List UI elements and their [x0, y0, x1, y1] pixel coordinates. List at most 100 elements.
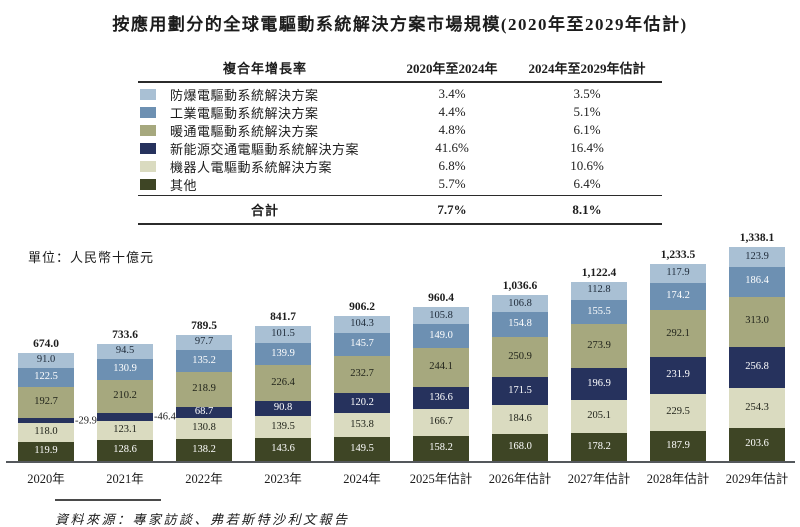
segment-value-label: 244.1 [429, 361, 453, 373]
segment-value-label: 94.5 [115, 345, 135, 357]
x-axis-slot: 2021年 [97, 468, 153, 487]
bar-segment: 130.9 [97, 358, 153, 380]
bar-segment: 273.9 [571, 324, 627, 369]
cagr-header-period-1: 2020年至2024年 [406, 61, 498, 76]
series-label: 工業電驅動系統解決方案 [170, 105, 319, 121]
bar-segment: 184.6 [492, 404, 548, 435]
bar-segment: 120.2 [334, 393, 390, 413]
bar-column: 906.2 104.3 145.7 232.7 120.2 153.8 149.5 [334, 301, 390, 461]
x-axis-label: 2022年 [185, 472, 223, 486]
segment-value-label: 145.7 [350, 338, 374, 350]
bar-total-label: 960.4 [428, 292, 454, 305]
bar-total-label: 1,338.1 [739, 231, 775, 244]
segment-value-label: 231.9 [666, 369, 690, 381]
bar-segment: 118.0 [18, 422, 74, 442]
bar-segment: 123.9 [729, 246, 785, 267]
segment-value-label: 68.7 [194, 406, 214, 418]
legend-swatch [140, 88, 156, 100]
legend-swatch-cell [138, 124, 170, 136]
segment-value-label: 97.7 [194, 336, 214, 348]
segment-value-label: 205.1 [587, 409, 611, 421]
bar-segment: 256.8 [729, 346, 785, 388]
bar-segment: 145.7 [334, 332, 390, 357]
x-axis-slot: 2025年估計 [410, 468, 473, 487]
segment-value-label: 168.0 [508, 441, 532, 453]
bar-segment: 154.8 [492, 312, 548, 338]
bar-column: 1,122.4 112.8 155.5 273.9 196.9 205.1 178.2 [571, 267, 627, 461]
page-title: 按應用劃分的全球電驅動系統解決方案市場規模(2020年至2029年估計) [112, 15, 688, 34]
segment-value-label: 149.0 [429, 329, 453, 341]
x-axis-label: 2025年估計 [409, 472, 473, 486]
source-divider [55, 499, 161, 501]
segment-value-label: 123.1 [113, 424, 137, 436]
cagr-table-row: 新能源交通電驅動系統解決方案 41.6% 16.4% [138, 139, 662, 157]
segment-value-label: 210.2 [113, 390, 137, 402]
segment-value-label: 187.9 [666, 439, 690, 451]
bar-segment: -46.4 [97, 412, 176, 423]
segment-value-label: 139.5 [271, 420, 295, 432]
bar-segment: 232.7 [334, 356, 390, 394]
x-axis-slot: 2023年 [255, 468, 311, 487]
segment-value-label: 250.9 [508, 350, 532, 362]
cagr-table-header: 複合年增長率 2020年至2024年 2024年至2029年估計 [138, 58, 662, 81]
bar-segment: 123.1 [97, 420, 153, 441]
segment-value-label: 105.8 [429, 309, 453, 321]
segment-value-label: 153.8 [350, 418, 374, 430]
x-axis-slot: 2027年估計 [568, 468, 631, 487]
segment-value-label: 218.9 [192, 383, 216, 395]
bar-segment: 101.5 [255, 326, 311, 343]
segment-value-label: 143.6 [271, 443, 295, 455]
segment-value-label: 158.2 [429, 442, 453, 454]
bar-column: 1,338.1 123.9 186.4 313.0 256.8 254.3 203.6 [729, 232, 785, 461]
cagr-header-period-2: 2024年至2029年估計 [528, 61, 646, 76]
table-rule-bottom [138, 223, 662, 225]
cagr-value-period-1: 41.6% [435, 140, 469, 155]
segment-value-label: 196.9 [587, 377, 611, 389]
x-axis-label: 2021年 [106, 472, 144, 486]
segment-value-label: 123.9 [745, 250, 769, 262]
legend-swatch-cell [138, 178, 170, 190]
bar-total-label: 1,036.6 [502, 280, 538, 293]
cagr-value-period-2: 16.4% [570, 140, 604, 155]
bar-total-label: 841.7 [270, 311, 296, 324]
segment-value-label: 186.4 [745, 275, 769, 287]
bar-segment: 130.8 [176, 418, 232, 439]
bar-segment: 187.9 [650, 430, 706, 461]
segment-value-label: 117.9 [666, 266, 690, 278]
bar-segment: 139.9 [255, 342, 311, 366]
segment-callout-label: -46.4 [154, 411, 176, 423]
segment-value-label: 166.7 [429, 416, 453, 428]
bar-segment: 203.6 [729, 428, 785, 461]
x-axis-slot: 2029年估計 [726, 468, 789, 487]
legend-swatch [140, 178, 156, 190]
total-row-value-2: 8.1% [572, 201, 602, 217]
bar-segment: 153.8 [334, 412, 390, 438]
x-axis-labels: 2020年 2021年 2022年 2023年 2024年 2025年估計 2026年估計 2… [6, 468, 800, 487]
bar-segment: 149.5 [334, 437, 390, 461]
segment-value-label: 128.6 [113, 444, 137, 456]
bar-segment: 122.5 [18, 367, 74, 388]
source-block: 資料來源：專家訪談、弗若斯特沙利文報告 [55, 499, 800, 527]
bar-segment: 138.2 [176, 438, 232, 461]
segment-value-label: 192.7 [34, 396, 58, 408]
series-label: 新能源交通電驅動系統解決方案 [170, 141, 360, 157]
bar-segment: 205.1 [571, 399, 627, 433]
unit-label: 單位：人民幣十億元 [28, 250, 155, 265]
x-axis-label: 2026年估計 [488, 472, 552, 486]
table-rule-mid [138, 195, 662, 196]
segment-value-label: 101.5 [271, 328, 295, 340]
x-axis-label: 2027年估計 [567, 472, 631, 486]
legend-swatch-cell [138, 106, 170, 118]
cagr-value-period-1: 3.4% [438, 86, 466, 101]
segment-value-label: 254.3 [745, 401, 769, 413]
bar-segment: 97.7 [176, 334, 232, 351]
bar-column: 733.6 94.5 130.9 210.2 -46.4 123.1 128.6 [97, 329, 176, 461]
total-row-label: 合計 [250, 203, 279, 218]
segment-value-label: 118.0 [34, 426, 58, 438]
bar-segment: 143.6 [255, 438, 311, 461]
stacked-bar-chart: 單位：人民幣十億元 674.0 91.0 122.5 192.7 -29.9 118.0 1… [0, 229, 800, 463]
segment-value-label: 155.5 [587, 305, 611, 317]
cagr-table-row: 防爆電驅動系統解決方案 3.4% 3.5% [138, 85, 662, 103]
cagr-table-row: 機器人電驅動系統解決方案 6.8% 10.6% [138, 157, 662, 175]
segment-value-label: 91.0 [36, 354, 56, 366]
